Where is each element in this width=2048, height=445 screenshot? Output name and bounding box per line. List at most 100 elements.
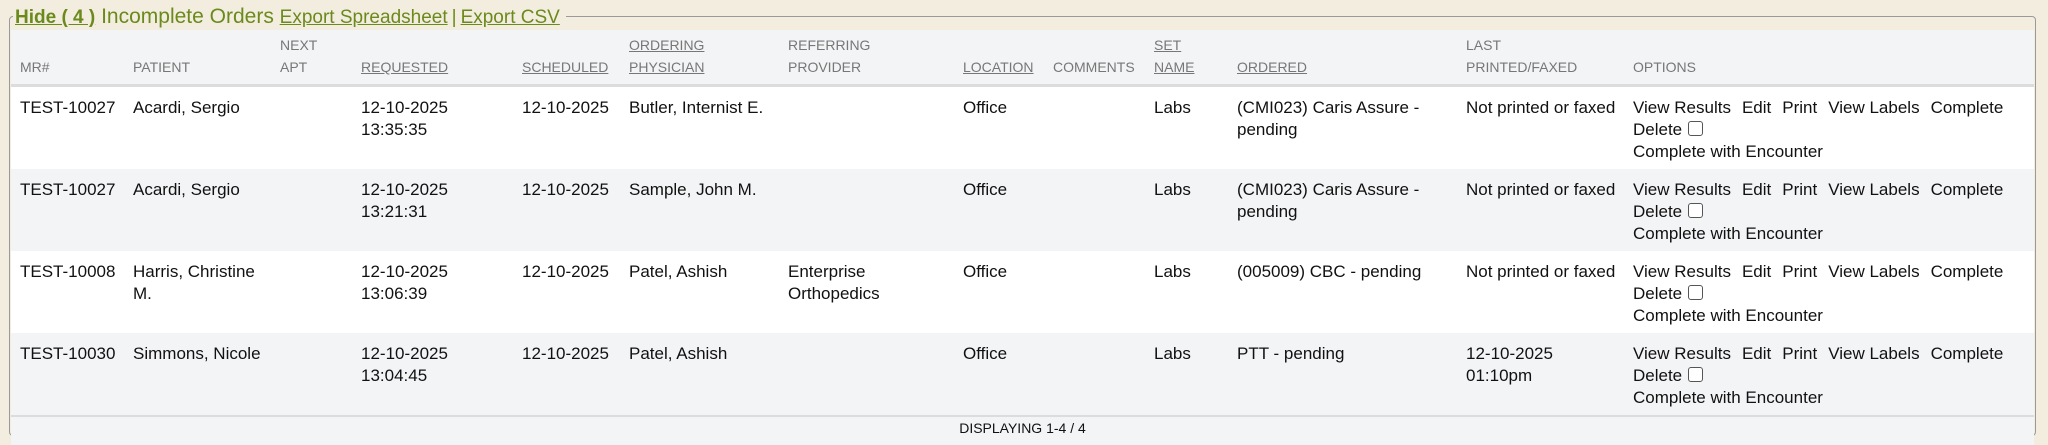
incomplete-orders-panel: MR# PATIENT NEXT APT REQUESTED SCHEDULED ORDER… [9,16,2036,445]
column-header-comments: COMMENTS [1044,30,1145,87]
header-line: SCHEDULED [522,59,609,75]
edit-link[interactable]: Edit [1741,262,1772,281]
edit-link[interactable]: Edit [1741,98,1772,117]
complete-with-encounter-link[interactable]: Complete with Encounter [1633,142,1823,161]
cell-ordered: PTT - pending [1228,333,1457,416]
cell-next-apt [271,333,352,416]
edit-link[interactable]: Edit [1741,180,1772,199]
column-header-name[interactable]: SET NAME [1145,30,1228,87]
panel-title: Incomplete Orders [101,5,274,28]
table-row: TEST-10027 Acardi, Sergio 12-10-2025 13:21… [11,169,2034,251]
view-results-link[interactable]: View Results [1633,98,1731,117]
column-header-requested[interactable]: REQUESTED [352,30,513,87]
complete-with-encounter-link[interactable]: Complete with Encounter [1633,306,1823,325]
cell-last: Not printed or faxed [1457,251,1624,333]
complete-link[interactable]: Complete [1930,344,2004,363]
header-line: SET [1154,37,1182,53]
hide-toggle-link[interactable]: Hide ( 4 ) [15,7,96,28]
print-link[interactable]: Print [1782,262,1818,281]
complete-link[interactable]: Complete [1930,180,2004,199]
column-header-physician[interactable]: ORDERING PHYSICIAN [620,30,779,87]
cell-options: View Results Edit Print View Labels Complete… [1624,169,2034,251]
cell-physician: Patel, Ashish [620,333,779,416]
header-line: ORDERING [629,37,705,53]
select-checkbox[interactable] [1688,203,1704,218]
cell-comments [1044,169,1145,251]
cell-patient: Acardi, Sergio [124,169,271,251]
header-line: LOCATION [963,59,1034,75]
column-header-location[interactable]: LOCATION [954,30,1044,87]
header-line: OPTIONS [1633,59,1697,75]
cell-comments [1044,251,1145,333]
cell-last: Not printed or faxed [1457,85,1624,169]
column-header-scheduled[interactable]: SCHEDULED [513,30,620,87]
cell-last: Not printed or faxed [1457,169,1624,251]
cell-options: View Results Edit Print View Labels Complete… [1624,85,2034,169]
cell-requested: 12-10-2025 13:06:39 [352,251,513,333]
column-header-provider: REFERRING PROVIDER [779,30,954,87]
cell-physician: Butler, Internist E. [620,85,779,169]
cell-scheduled: 12-10-2025 [513,85,620,169]
select-checkbox[interactable] [1688,285,1704,300]
view-labels-link[interactable]: View Labels [1828,262,1920,281]
header-line: PROVIDER [788,59,862,75]
cell-next-apt [271,85,352,169]
column-header-mr: MR# [11,30,124,87]
cell-mr: TEST-10027 [11,169,124,251]
header-line: NAME [1154,59,1195,75]
complete-with-encounter-link[interactable]: Complete with Encounter [1633,388,1823,407]
delete-link[interactable]: Delete [1633,120,1683,139]
cell-set-name: Labs [1145,85,1228,169]
print-link[interactable]: Print [1782,180,1818,199]
header-line: MR# [20,59,50,75]
cell-next-apt [271,169,352,251]
cell-provider [779,169,954,251]
cell-ordered: (CMI023) Caris Assure - pending [1228,85,1457,169]
export-spreadsheet-link[interactable]: Export Spreadsheet [279,7,448,28]
table-row: TEST-10030 Simmons, Nicole 12-10-2025 13:0… [11,333,2034,416]
complete-link[interactable]: Complete [1930,98,2004,117]
view-results-link[interactable]: View Results [1633,262,1731,281]
column-header-apt: NEXT APT [271,30,352,87]
header-line: PHYSICIAN [629,59,705,75]
pagination-status: DISPLAYING 1-4 / 4 [11,415,2034,445]
cell-comments [1044,333,1145,416]
panel-legend: Hide ( 4 ) Incomplete Orders Export Spre… [13,5,566,29]
cell-scheduled: 12-10-2025 [513,169,620,251]
delete-link[interactable]: Delete [1633,202,1683,221]
column-header-printed-faxed: LAST PRINTED/FAXED [1457,30,1624,87]
cell-set-name: Labs [1145,333,1228,416]
export-csv-link[interactable]: Export CSV [460,7,560,28]
column-header-options: OPTIONS [1624,30,2034,87]
cell-ordered: (CMI023) Caris Assure - pending [1228,169,1457,251]
cell-provider: Enterprise Orthopedics [779,251,954,333]
cell-patient: Simmons, Nicole [124,333,271,416]
cell-patient: Acardi, Sergio [124,85,271,169]
column-header-ordered[interactable]: ORDERED [1228,30,1457,87]
delete-link[interactable]: Delete [1633,284,1683,303]
select-checkbox[interactable] [1688,121,1704,136]
delete-link[interactable]: Delete [1633,366,1683,385]
view-labels-link[interactable]: View Labels [1828,344,1920,363]
cell-last: 12-10-2025 01:10pm [1457,333,1624,416]
header-line: PRINTED/FAXED [1466,59,1578,75]
cell-location: Office [954,169,1044,251]
complete-with-encounter-link[interactable]: Complete with Encounter [1633,224,1823,243]
view-results-link[interactable]: View Results [1633,180,1731,199]
cell-physician: Sample, John M. [620,169,779,251]
header-line: REFERRING [788,37,871,53]
cell-provider [779,333,954,416]
print-link[interactable]: Print [1782,344,1818,363]
cell-provider [779,85,954,169]
complete-link[interactable]: Complete [1930,262,2004,281]
separator: | [451,7,457,28]
view-labels-link[interactable]: View Labels [1828,98,1920,117]
cell-scheduled: 12-10-2025 [513,251,620,333]
view-labels-link[interactable]: View Labels [1828,180,1920,199]
print-link[interactable]: Print [1782,98,1818,117]
view-results-link[interactable]: View Results [1633,344,1731,363]
select-checkbox[interactable] [1688,367,1704,382]
edit-link[interactable]: Edit [1741,344,1772,363]
header-line: LAST [1466,37,1502,53]
cell-set-name: Labs [1145,169,1228,251]
